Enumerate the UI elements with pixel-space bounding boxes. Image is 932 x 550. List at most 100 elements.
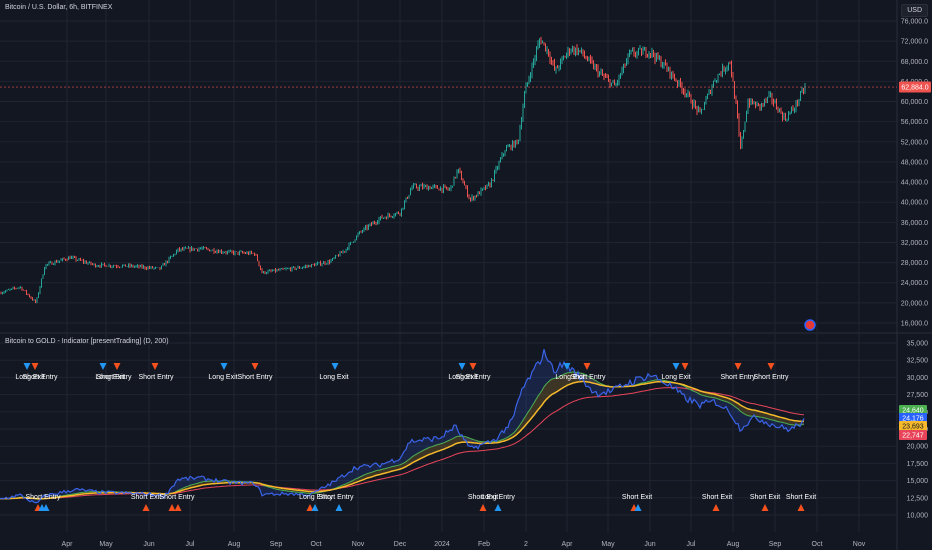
time-tick-label: Nov (853, 541, 866, 548)
price-tick-label: 20,000.0 (901, 300, 928, 307)
price-tick-label: 52,000.0 (901, 139, 928, 146)
signal-label-top: Short Entry (138, 374, 174, 381)
time-tick-label: Oct (311, 541, 322, 548)
price-candles (0, 36, 806, 304)
signal-label-top: Short Entry (22, 374, 58, 381)
time-tick-label: 2024 (434, 541, 450, 548)
signal-label-bottom: Short Exit (750, 494, 780, 501)
ratio-fill (0, 349, 804, 503)
time-tick-label: Feb (478, 541, 490, 548)
symbol-title: Bitcoin / U.S. Dollar, 6h, BITFINEX (5, 4, 113, 11)
price-tick-label: 56,000.0 (901, 119, 928, 126)
signal-marker-bottom (761, 504, 769, 511)
indicator-value-label: 24,176 (902, 416, 924, 423)
signal-label-top: Short Entry (570, 374, 606, 381)
ratio-line (0, 349, 805, 504)
signal-label-bottom: Short Entry (25, 494, 61, 501)
signal-marker-top (31, 363, 39, 370)
indicator-tick-label: 10,000 (907, 513, 929, 520)
time-tick-label: Sep (270, 541, 283, 548)
indicator-value-label: 24,640 (902, 408, 924, 415)
time-tick-label: Oct (812, 541, 823, 548)
price-tick-label: 36,000.0 (901, 220, 928, 227)
indicator-tick-label: 15,000 (907, 478, 929, 485)
last-price-label: 62,884.0 (901, 85, 928, 92)
signal-marker-top (151, 363, 159, 370)
ma-mid-line (0, 380, 805, 500)
price-tick-label: 72,000.0 (901, 39, 928, 46)
signal-marker-bottom (479, 504, 487, 511)
signal-marker-bottom (42, 504, 50, 511)
price-tick-label: 44,000.0 (901, 180, 928, 187)
price-tick-label: 32,000.0 (901, 240, 928, 247)
indicator-tick-label: 12,500 (907, 495, 929, 502)
signal-label-top: Short Entry (237, 374, 273, 381)
time-tick-label: Aug (228, 541, 241, 548)
signal-label-top: Short Entry (455, 374, 491, 381)
indicator-value-tag (899, 430, 927, 440)
indicator-value-label: 23,693 (902, 424, 924, 431)
signal-marker-top (583, 363, 591, 370)
signal-marker-top (563, 363, 571, 370)
time-tick-label: May (99, 541, 113, 548)
time-tick-label: Nov (352, 541, 365, 548)
price-tick-label: 16,000.0 (901, 321, 928, 328)
time-tick-label: Sep (769, 541, 782, 548)
signal-marker-top (23, 363, 31, 370)
time-tick-label: Jul (186, 541, 195, 548)
signal-label-bottom: Short Exit (468, 494, 498, 501)
price-tick-label: 76,000.0 (901, 19, 928, 26)
currency-button[interactable]: USD (901, 4, 928, 17)
price-tick-label: 28,000.0 (901, 260, 928, 267)
signal-marker-top (251, 363, 259, 370)
signal-label-bottom: Short Exit (131, 494, 161, 501)
time-tick-label: May (601, 541, 615, 548)
ma-slow-line (0, 387, 805, 500)
indicator-title: Bitcoin to GOLD - Indicator [presentTrad… (5, 338, 169, 345)
signal-marker-bottom (306, 504, 314, 511)
signal-label-top: Long Exit (208, 374, 237, 381)
signal-marker-top (469, 363, 477, 370)
signal-marker-bottom (142, 504, 150, 511)
indicator-tick-label: 32,500 (907, 358, 929, 365)
signal-label-top: Short Entry (96, 374, 132, 381)
signal-marker-bottom (712, 504, 720, 511)
time-tick-label: Jul (687, 541, 696, 548)
indicator-tick-label: 27,500 (907, 392, 929, 399)
price-tick-label: 60,000.0 (901, 99, 928, 106)
last-price-tag (899, 81, 931, 93)
time-tick-label: Apr (562, 541, 574, 548)
time-tick-label: Jun (644, 541, 655, 548)
signal-label-bottom: Short Exit (786, 494, 816, 501)
signal-marker-top (331, 363, 339, 370)
indicator-value-tag (899, 405, 927, 415)
indicator-value-tag (899, 413, 927, 423)
indicator-value-label: 22,747 (902, 433, 924, 440)
time-tick-label: Apr (62, 541, 74, 548)
signal-label-top: Long Exit (661, 374, 690, 381)
signal-label-top: Long Exit (95, 374, 124, 381)
indicator-tick-label: 30,000 (907, 375, 929, 382)
signal-marker-top (99, 363, 107, 370)
price-tick-label: 68,000.0 (901, 59, 928, 66)
time-tick-label: 2 (524, 541, 528, 548)
signal-marker-top (113, 363, 121, 370)
time-tick-label: Jun (143, 541, 154, 548)
signal-marker-bottom (168, 504, 176, 511)
signal-label-bottom: Short Entry (318, 494, 354, 501)
signal-marker-top (681, 363, 689, 370)
signal-label-bottom: Short Entry (159, 494, 195, 501)
signal-marker-bottom (311, 504, 319, 511)
time-tick-label: Dec (394, 541, 407, 548)
signal-marker-bottom (335, 504, 343, 511)
signal-label-bottom: Short Exit (702, 494, 732, 501)
price-tick-label: 24,000.0 (901, 280, 928, 287)
signal-marker-top (734, 363, 742, 370)
signal-marker-top (767, 363, 775, 370)
indicator-tick-label: 20,000 (907, 444, 929, 451)
signal-marker-bottom (174, 504, 182, 511)
signal-label-top: Short Entry (753, 374, 789, 381)
price-tick-label: 40,000.0 (901, 200, 928, 207)
signal-label-bottom: Long Entry (481, 494, 515, 501)
